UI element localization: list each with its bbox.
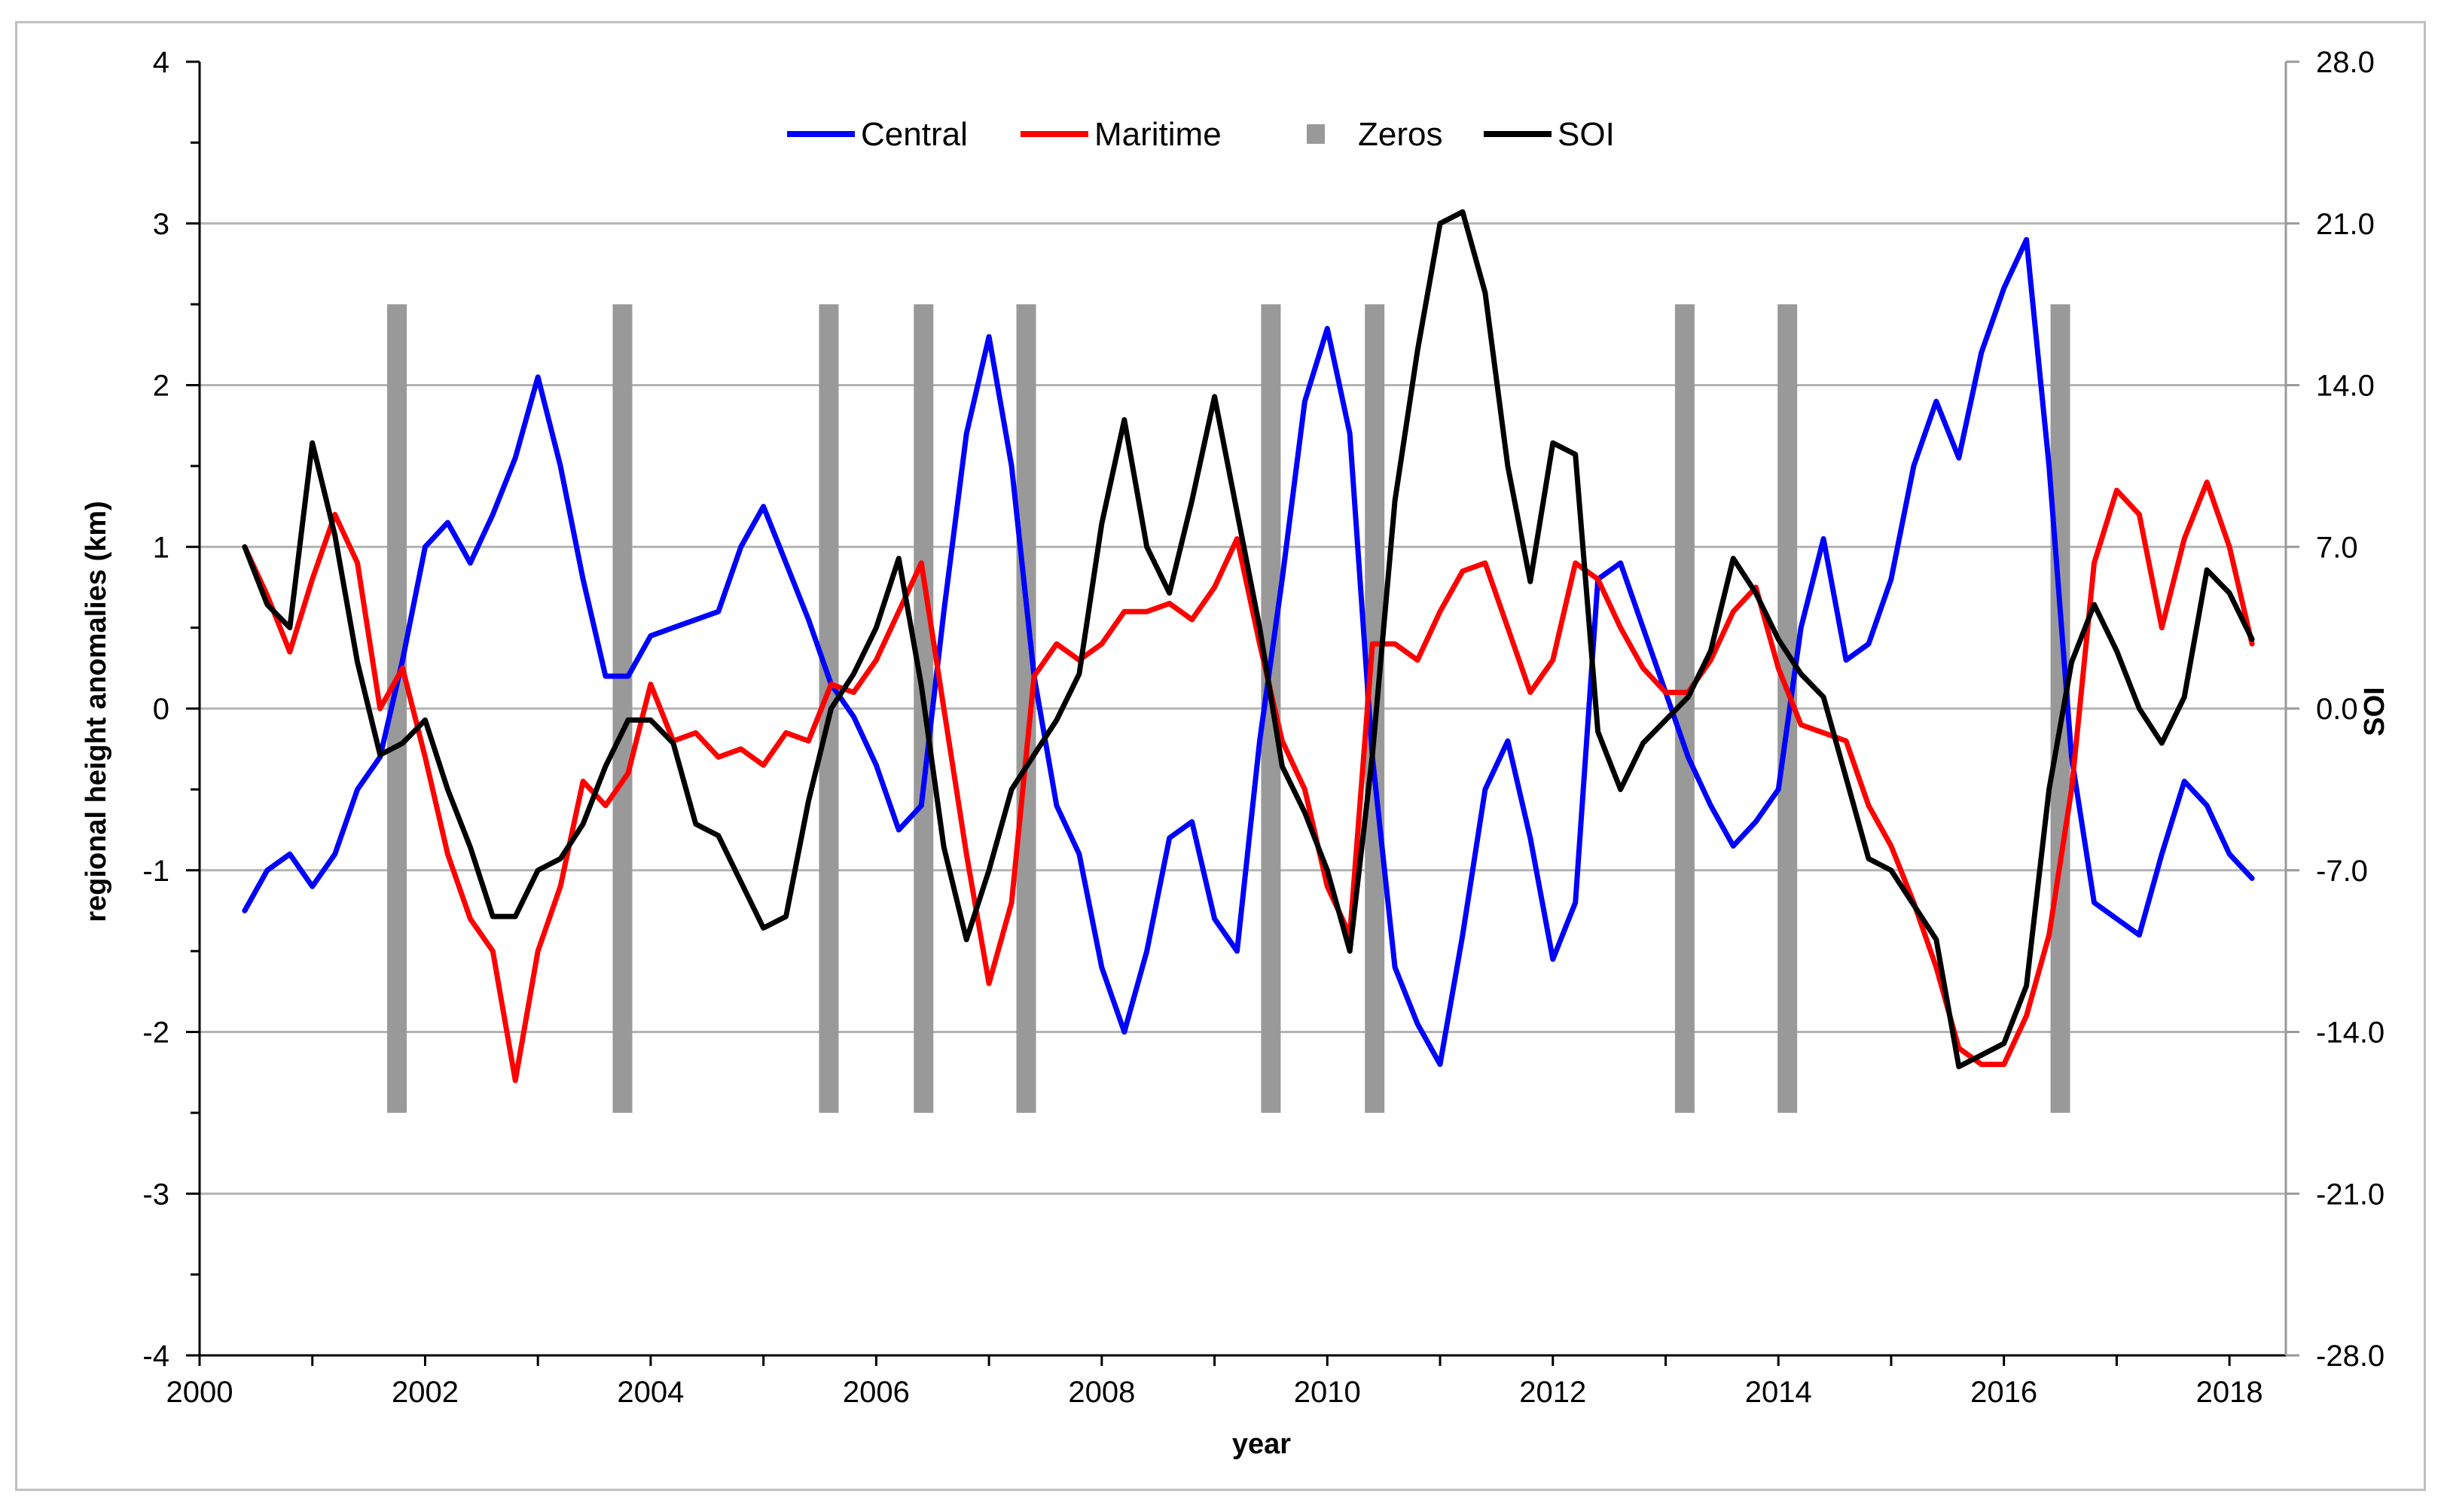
x-axis-title: year <box>1232 1428 1291 1460</box>
y-tick-label: -3 <box>142 1178 169 1211</box>
x-tick-label: 2008 <box>1068 1376 1135 1409</box>
y-tick-label: 0 <box>153 693 169 726</box>
legend-soi-label: SOI <box>1558 116 1615 153</box>
x-tick-label: 2016 <box>1970 1376 2037 1409</box>
y2-axis-title: SOI <box>2359 687 2391 736</box>
series-lines <box>242 209 2255 1084</box>
y-tick-label: 3 <box>153 208 169 241</box>
axes <box>186 60 2299 1366</box>
y2-tick-label: 7.0 <box>2316 531 2358 564</box>
y2-tick-label: -14.0 <box>2316 1017 2385 1050</box>
y-tick-label: -2 <box>142 1017 169 1050</box>
legend-zeros-label: Zeros <box>1358 116 1442 153</box>
x-tick-label: 2004 <box>617 1376 684 1409</box>
x-tick-label: 2012 <box>1519 1376 1586 1409</box>
legend-central-label: Central <box>861 116 968 153</box>
y2-tick-label: 28.0 <box>2316 46 2375 79</box>
chart-frame <box>15 21 2426 1491</box>
y2-tick-label: -28.0 <box>2316 1340 2385 1373</box>
y2-tick-label: -7.0 <box>2316 855 2368 888</box>
series-soi-line <box>242 209 2255 1069</box>
legend-maritime-label: Maritime <box>1094 116 1222 153</box>
y2-tick-label: 14.0 <box>2316 370 2375 403</box>
gridlines <box>200 222 2286 1195</box>
y-tick-label: 1 <box>153 531 169 564</box>
y-axis-title: regional height anomalies (km) <box>81 501 112 922</box>
zero-bar <box>612 304 633 1113</box>
y-tick-label: -1 <box>142 855 169 888</box>
x-tick-label: 2010 <box>1294 1376 1361 1409</box>
y-tick-label: 4 <box>153 46 169 79</box>
legend: Central Maritime Zeros SOI <box>787 116 1615 153</box>
x-tick-label: 2014 <box>1745 1376 1812 1409</box>
y2-tick-label: 21.0 <box>2316 208 2375 241</box>
x-tick-label: 2006 <box>843 1376 910 1409</box>
legend-zeros-swatch <box>1307 124 1325 144</box>
x-tick-label: 2018 <box>2196 1376 2263 1409</box>
y-tick-label: 2 <box>153 370 169 403</box>
series-central-line <box>242 236 2255 1067</box>
tick-labels: 4 3 2 1 0 -1 -2 -3 -4 -28.0 -21.0 -14.0 -7.0 0.0 7.0 14… <box>142 46 2385 1409</box>
y-tick-label: -4 <box>142 1340 169 1373</box>
y2-tick-label: -21.0 <box>2316 1178 2385 1211</box>
x-tick-label: 2002 <box>392 1376 459 1409</box>
y2-tick-label: 0.0 <box>2316 693 2358 726</box>
x-tick-label: 2000 <box>166 1376 233 1409</box>
